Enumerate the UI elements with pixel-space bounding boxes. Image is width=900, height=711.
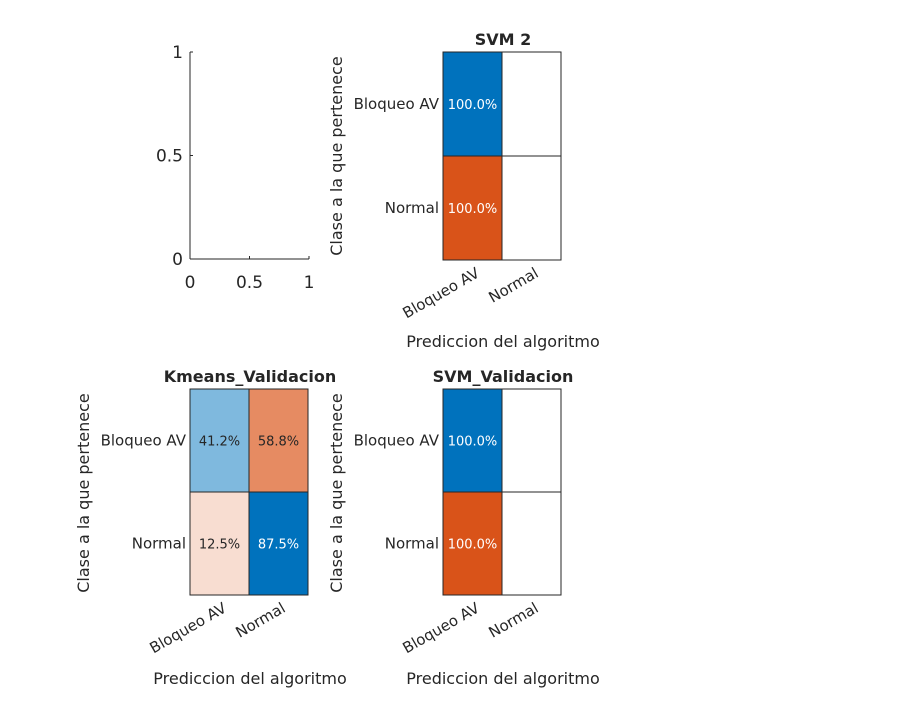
cell-value-label: 100.0% bbox=[448, 202, 498, 217]
confusion-cell bbox=[248, 491, 309, 596]
confusion-cell bbox=[442, 491, 503, 596]
chart-title: SVM_Validacion bbox=[433, 367, 574, 386]
cell-value-label: 100.0% bbox=[448, 538, 498, 553]
y-tick-label: 0 bbox=[172, 250, 183, 270]
x-tick-label: 0.5 bbox=[236, 273, 263, 293]
confusion-cell bbox=[501, 388, 562, 493]
confusion-cell bbox=[501, 155, 562, 261]
confusion-frame bbox=[442, 51, 562, 261]
cell-value-label: 100.0% bbox=[448, 98, 498, 113]
confusion-cell bbox=[189, 491, 250, 596]
cell-value-label: 12.5% bbox=[199, 538, 240, 553]
x-tick-label: 0 bbox=[185, 273, 196, 293]
column-label: Bloqueo AV bbox=[400, 599, 484, 658]
confusion-cell bbox=[501, 51, 562, 157]
column-label: Normal bbox=[485, 264, 541, 307]
cell-value-label: 100.0% bbox=[448, 435, 498, 450]
svm2-confusion-chart: SVM 2 100.0%100.0%Bloqueo AVNormalBloque… bbox=[327, 30, 600, 351]
row-label: Bloqueo AV bbox=[354, 95, 440, 113]
y-axis-title: Clase a la que pertenece bbox=[74, 393, 93, 592]
cell-value-label: 41.2% bbox=[199, 435, 240, 450]
empty-axes-panel: 0 0.5 1 0 0.5 1 bbox=[156, 43, 314, 293]
y-tick-label: 1 bbox=[172, 43, 183, 63]
row-label: Normal bbox=[385, 535, 439, 553]
column-label: Normal bbox=[232, 599, 288, 642]
confusion-frame bbox=[442, 388, 562, 596]
y-axis-title: Clase a la que pertenece bbox=[327, 56, 346, 255]
confusion-cell bbox=[501, 491, 562, 596]
confusion-frame bbox=[189, 388, 309, 596]
y-tick-label: 0.5 bbox=[156, 147, 183, 167]
chart-title: SVM 2 bbox=[475, 30, 532, 49]
chart-title: Kmeans_Validacion bbox=[164, 367, 337, 386]
x-axis-title: Prediccion del algoritmo bbox=[153, 669, 347, 688]
kmeans-validacion-confusion-chart: Kmeans_Validacion 41.2% 58.8% 12.5% 87.5% Bl… bbox=[74, 367, 347, 688]
row-label: Normal bbox=[385, 199, 439, 217]
svm-validacion-confusion-chart: SVM_Validacion 100.0%100.0%Bloqueo AVNor… bbox=[327, 367, 600, 688]
column-label: Bloqueo AV bbox=[400, 264, 484, 323]
y-axis-title: Clase a la que pertenece bbox=[327, 393, 346, 592]
confusion-cell bbox=[442, 155, 503, 261]
column-label: Normal bbox=[485, 599, 541, 642]
column-label: Bloqueo AV bbox=[147, 599, 231, 658]
row-label: Bloqueo AV bbox=[354, 432, 440, 450]
cell-value-label: 87.5% bbox=[258, 538, 299, 553]
x-tick-label: 1 bbox=[304, 273, 315, 293]
row-label: Normal bbox=[132, 535, 186, 553]
cell-value-label: 58.8% bbox=[258, 435, 299, 450]
row-label: Bloqueo AV bbox=[101, 432, 187, 450]
x-axis-title: Prediccion del algoritmo bbox=[406, 669, 600, 688]
x-axis-title: Prediccion del algoritmo bbox=[406, 332, 600, 351]
